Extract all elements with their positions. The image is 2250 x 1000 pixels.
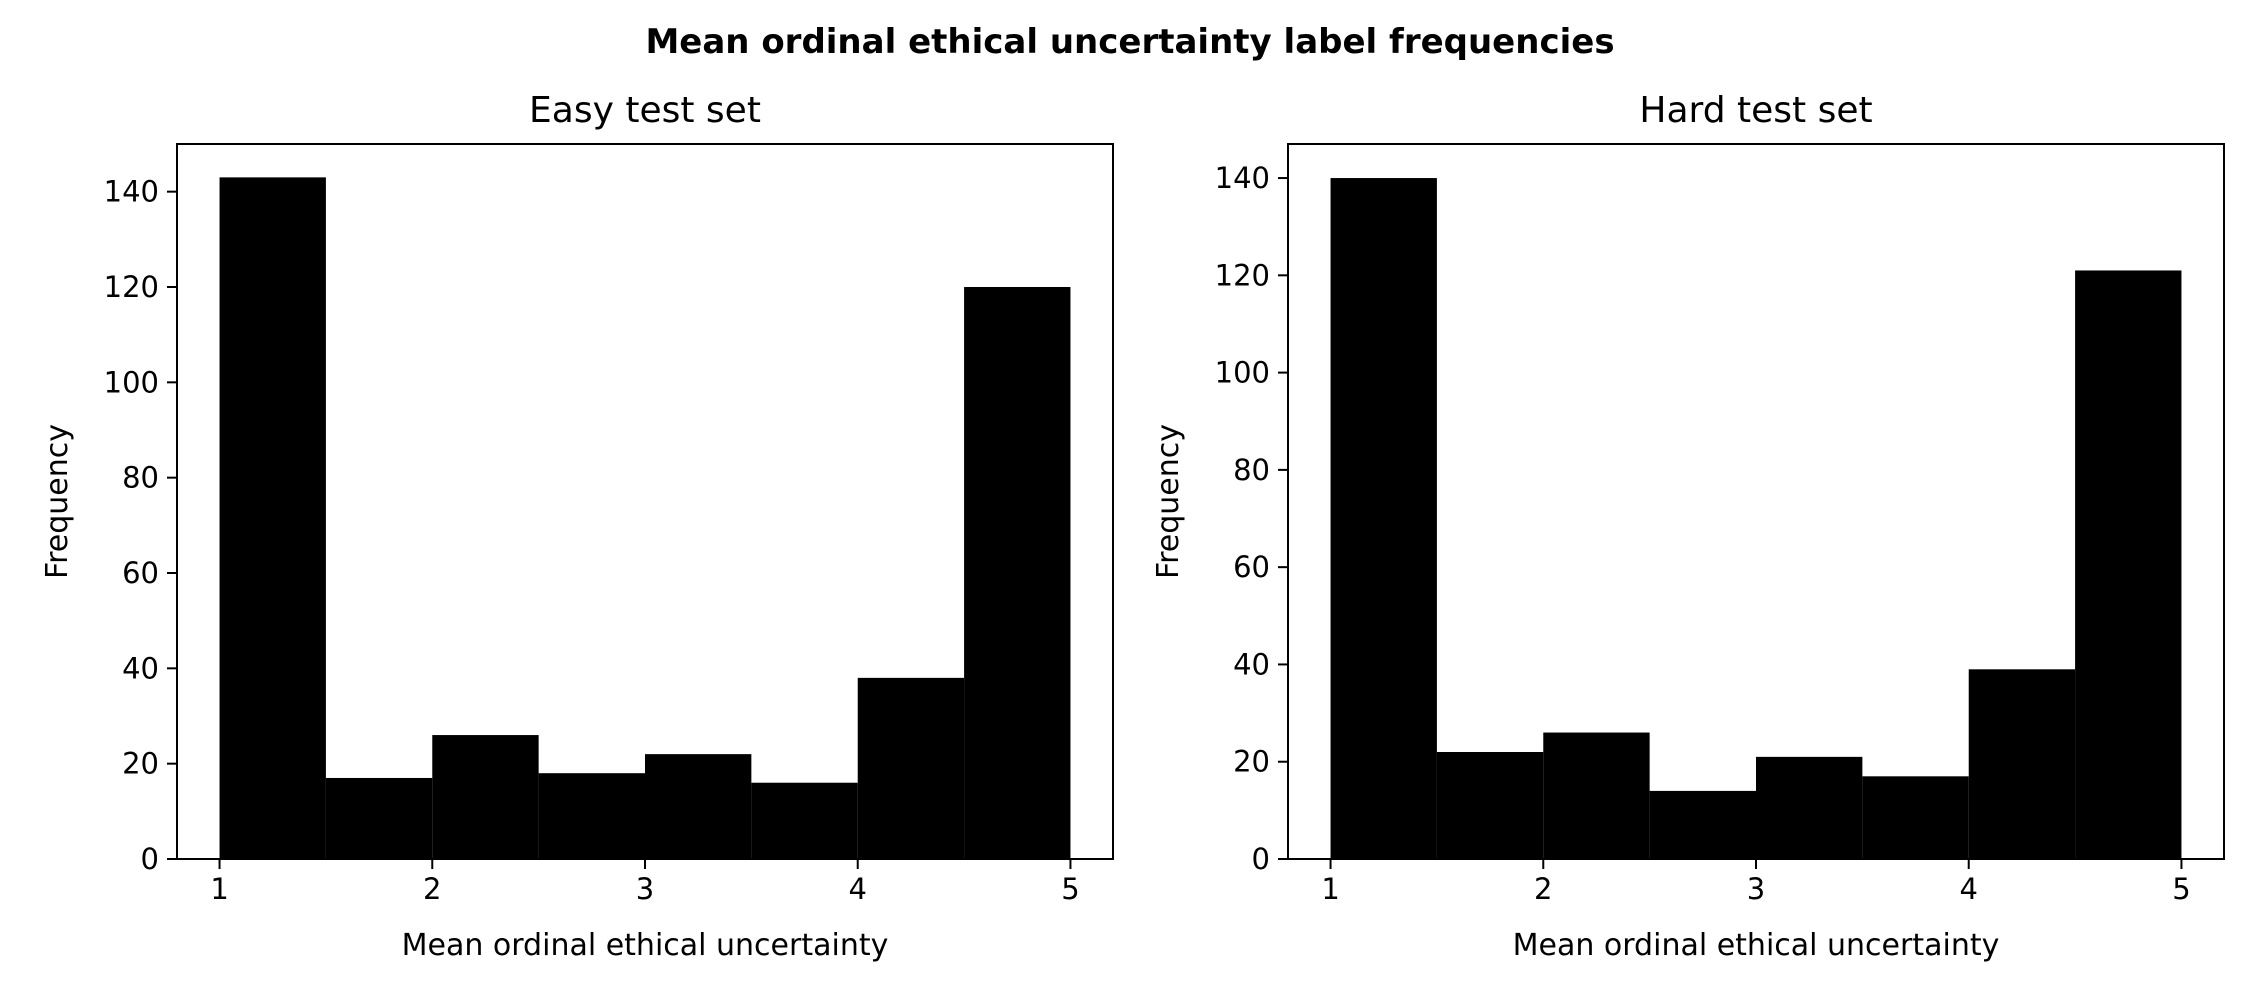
x-tick-label: 3 — [636, 872, 654, 906]
histogram-bar — [325, 777, 433, 859]
x-tick-label: 5 — [2172, 872, 2190, 906]
x-tick-label: 4 — [1960, 872, 1978, 906]
y-tick-label: 60 — [1233, 550, 1270, 584]
histogram-bar — [1862, 776, 1969, 859]
y-tick-label: 0 — [141, 842, 159, 876]
histogram-bar — [1968, 669, 2076, 859]
histogram-bar — [1649, 790, 1756, 859]
histogram-bar — [219, 177, 326, 859]
y-tick-label: 100 — [104, 365, 159, 399]
y-tick-label: 0 — [1252, 842, 1270, 876]
y-tick-label: 40 — [122, 651, 159, 685]
y-tick-label: 80 — [122, 461, 159, 495]
x-axis-label: Mean ordinal ethical uncertainty — [402, 928, 889, 963]
histogram-bar — [1543, 732, 1650, 859]
y-tick-label: 120 — [104, 270, 159, 304]
x-tick-label: 1 — [1321, 872, 1339, 906]
y-tick-label: 140 — [1215, 161, 1270, 195]
x-tick-label: 4 — [849, 872, 867, 906]
histogram-bar — [751, 782, 858, 859]
y-tick-label: 20 — [122, 747, 159, 781]
y-axis-label: Frequency — [40, 424, 75, 579]
x-tick-label: 3 — [1747, 872, 1765, 906]
hard-test-set-histogram: 1 2 3 4 5 0 20 40 60 80 100 120 140 Hard test set Mean… — [1151, 90, 2225, 963]
histogram-bar — [645, 754, 752, 859]
y-tick-label: 80 — [1233, 453, 1270, 487]
histogram-bar — [1756, 756, 1863, 859]
panel-title: Hard test set — [1639, 90, 1872, 131]
figure-title: Mean ordinal ethical uncertainty label f… — [645, 22, 1614, 62]
x-tick-label: 2 — [423, 872, 441, 906]
histogram-bar — [2075, 270, 2182, 859]
easy-test-set-histogram: 1 2 3 4 5 0 20 40 60 80 100 120 140 Easy test set Mean… — [40, 90, 1114, 963]
y-tick-label: 140 — [104, 175, 159, 209]
y-tick-label: 20 — [1233, 745, 1270, 779]
y-tick-label: 60 — [122, 556, 159, 590]
x-axis-label: Mean ordinal ethical uncertainty — [1513, 928, 2000, 963]
histogram-bar — [538, 773, 645, 859]
y-tick-label: 40 — [1233, 647, 1270, 681]
y-tick-label: 100 — [1215, 356, 1270, 390]
histogram-bar — [1436, 751, 1544, 859]
y-axis-label: Frequency — [1151, 424, 1186, 579]
histogram-bar — [1330, 178, 1437, 860]
x-tick-label: 1 — [210, 872, 228, 906]
histogram-bar — [432, 735, 539, 859]
panel-title: Easy test set — [529, 90, 761, 131]
x-tick-label: 5 — [1061, 872, 1079, 906]
y-tick-label: 120 — [1215, 258, 1270, 292]
x-tick-label: 2 — [1534, 872, 1552, 906]
histogram-bar — [964, 287, 1071, 859]
histogram-bar — [857, 677, 965, 859]
